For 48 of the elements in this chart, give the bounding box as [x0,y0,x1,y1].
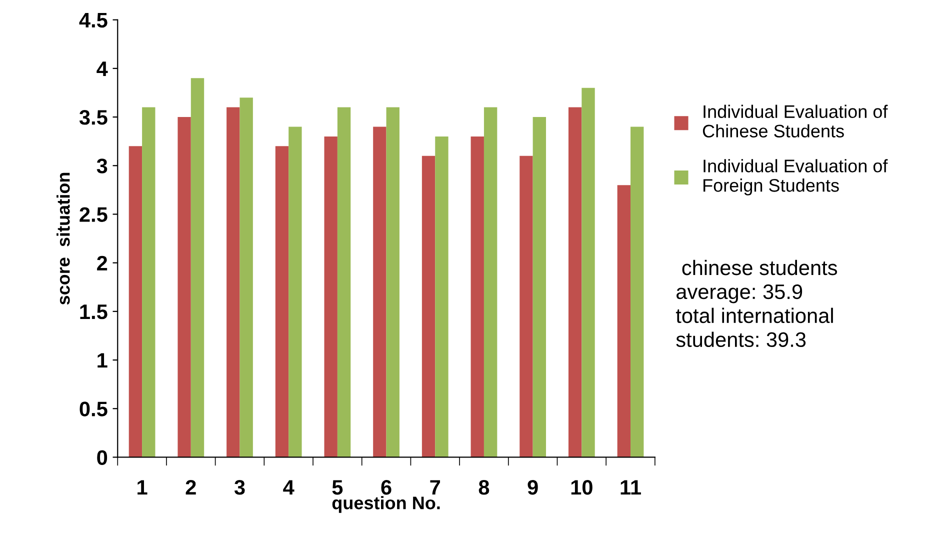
bar [324,136,338,458]
bar [240,98,253,458]
y-tick-label: 0.5 [80,402,108,416]
bar [226,107,240,458]
bar [520,156,533,458]
x-tick-label: 2 [186,480,196,495]
x-tick-label: 9 [528,480,538,495]
bar [337,107,351,458]
bar [532,117,546,458]
y-axis-title: score situation [56,172,70,305]
bar [142,107,156,458]
bar [484,107,498,458]
bar [470,136,484,458]
y-tick-label: 1.5 [80,304,108,320]
bar [128,146,142,458]
y-tick-label: 4 [96,62,108,76]
bar [582,88,595,458]
x-axis-title: question No. [332,496,440,513]
bar [178,117,191,458]
y-tick-label: 2.5 [80,207,108,222]
bar [288,126,302,458]
bar [275,146,289,458]
bar [373,126,386,458]
x-tick-label: 3 [234,480,245,495]
x-tick-label: 8 [478,480,490,495]
bar [422,156,436,458]
x-tick-label: 10 [571,480,592,495]
text: chinese students average: 35.9 total international students: 39.3 [676,260,838,348]
x-tick-label: 1 [138,480,148,495]
bar [435,136,448,458]
y-tick-label: 2 [97,256,108,270]
bar [630,126,644,458]
bar [568,107,582,458]
bar [190,78,204,458]
x-tick-label: 5 [332,480,343,495]
bar [386,107,400,458]
x-tick-label: 7 [430,480,440,495]
y-tick-label: 0 [97,450,108,465]
y-tick-label: 3 [96,158,108,174]
legend-label: Individual Evaluation of Chinese Students [702,104,888,138]
x-tick-label: 4 [283,480,294,495]
bar [617,185,631,458]
x-tick-label: 11 [620,480,641,495]
legend-label: Individual Evaluation of Foreign Students [704,159,888,196]
x-tick-label: 6 [381,480,392,495]
y-tick-label: 4.5 [79,13,108,28]
y-tick-label: 3.5 [79,110,108,125]
y-tick-label: 1 [98,353,108,368]
